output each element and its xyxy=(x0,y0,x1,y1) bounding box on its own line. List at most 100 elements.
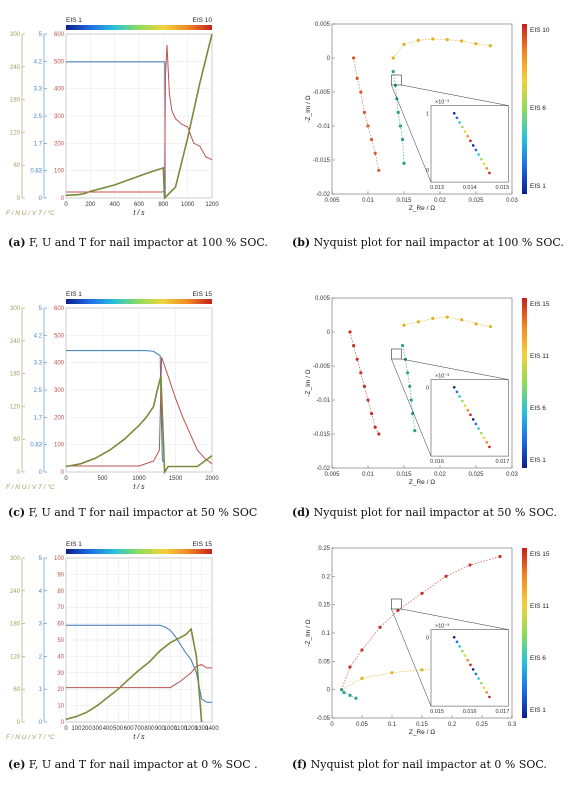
inset-data-point xyxy=(463,404,467,407)
x-tick-label: 200 xyxy=(82,726,93,732)
caption-label: (f) xyxy=(292,758,308,771)
data-point xyxy=(416,320,420,324)
t-tick-label: 600 xyxy=(54,306,65,312)
series-t-line xyxy=(66,357,213,467)
f-tick-label: 180 xyxy=(10,622,21,628)
data-point xyxy=(431,37,435,41)
x-tick-label: 0.015 xyxy=(396,198,412,204)
inset-x-tick-label: 0.015 xyxy=(430,709,444,715)
colorbar-end-label: EIS 15 xyxy=(192,291,212,298)
data-point xyxy=(373,151,377,155)
x-tick-label: 100 xyxy=(71,726,82,732)
series-f-line xyxy=(65,376,213,475)
inset-data-point xyxy=(458,645,461,648)
series-line xyxy=(341,689,357,699)
u-tick-label: 4.2 xyxy=(34,333,43,339)
series-line xyxy=(341,556,501,690)
colorbar xyxy=(66,549,212,554)
inset-data-point xyxy=(488,695,491,699)
chart-b: 0.005 0.01 0.015 0.02 0.025 0.030.0050-0.005-… xyxy=(305,22,550,212)
x-tick-label: 400 xyxy=(110,202,121,208)
f-tick-label: 60 xyxy=(13,163,20,169)
x-tick-label: 900 xyxy=(155,726,166,732)
y-tick-label: 0 xyxy=(327,330,331,336)
chart-c: EIS 1 EIS 150 500 1000 1500 20000100200300400… xyxy=(6,291,219,491)
y-axis-label: -Z_Im / Ω xyxy=(305,95,312,122)
t-tick-label: 0 xyxy=(61,470,65,476)
t-tick-label: 10 xyxy=(57,704,64,710)
series-line xyxy=(349,331,380,435)
x-tick-label: 600 xyxy=(124,726,135,732)
x-tick-label: 0.01 xyxy=(362,472,374,478)
f-tick-label: 120 xyxy=(10,130,21,136)
colorbar xyxy=(522,24,527,194)
x-tick-label: 1000 xyxy=(164,726,178,732)
colorbar-label: EIS 6 xyxy=(530,655,546,662)
x-tick-label: 0.01 xyxy=(362,198,374,204)
colorbar-label: EIS 11 xyxy=(530,353,549,360)
y-tick-label: 0.05 xyxy=(318,659,330,665)
zoom-connector xyxy=(391,358,432,457)
zoom-connector xyxy=(401,358,509,380)
inset-data-point xyxy=(488,445,491,449)
data-point xyxy=(354,696,358,700)
x-tick-label: 1200 xyxy=(184,726,198,732)
data-point xyxy=(373,425,377,429)
zoom-box xyxy=(391,598,402,610)
y-tick-label: 0.1 xyxy=(322,631,331,637)
y-tick-label: -0.05 xyxy=(316,716,330,722)
inset-data-point xyxy=(455,116,459,120)
panel-e: EIS 1 EIS 15 0 100 200 300 400 500 600 700 800 900 1… xyxy=(0,536,290,748)
x-tick-label: 0.03 xyxy=(506,198,518,204)
x-tick-label: 0.1 xyxy=(388,722,397,728)
y-tick-label: 0.25 xyxy=(318,546,330,552)
inset-data-point xyxy=(471,668,475,671)
inset-data-point xyxy=(463,654,467,657)
u-tick-label: 4.2 xyxy=(34,59,43,65)
caption-label: (d) xyxy=(292,506,311,519)
inset-y-tick-label: 0 xyxy=(426,636,429,642)
data-point xyxy=(408,384,412,388)
colorbar-label: EIS 10 xyxy=(530,27,550,34)
inset-data-point xyxy=(461,399,464,403)
f-tick-label: 120 xyxy=(10,654,21,660)
inset-data-point xyxy=(488,171,491,175)
x-tick-label: 1100 xyxy=(174,726,188,732)
inset-y-tick-label: 0 xyxy=(426,168,429,174)
x-tick-label: 0.025 xyxy=(468,472,484,478)
t-tick-label: 0 xyxy=(61,196,65,202)
x-tick-label: 500 xyxy=(97,476,108,482)
caption-text: F, U and T for nail impactor at 0 % SOC … xyxy=(28,758,258,771)
inset-x-tick-label: 0.017 xyxy=(496,459,510,465)
u-tick-label: 2.5 xyxy=(34,388,43,394)
zoom-connector xyxy=(391,608,432,707)
data-point xyxy=(362,384,366,388)
u-tick-label: 5 xyxy=(39,32,43,38)
inset-data-point xyxy=(477,677,480,680)
t-tick-label: 200 xyxy=(54,415,65,421)
caption-b: (b) Nyquist plot for nail impactor at 10… xyxy=(292,234,568,251)
inset-data-point xyxy=(482,162,486,166)
u-tick-label: 0.83 xyxy=(30,169,42,175)
data-point xyxy=(474,322,478,326)
y-axis-label: -Z_Im / Ω xyxy=(305,369,312,396)
x-tick-label: 1400 xyxy=(205,726,219,732)
u-tick-label: 3 xyxy=(39,622,43,628)
inset-data-point xyxy=(474,672,478,676)
colorbar-end-label: EIS 15 xyxy=(192,541,212,548)
inset-data-point xyxy=(485,167,489,170)
u-tick-label: 0 xyxy=(39,196,43,202)
colorbar-label: EIS 15 xyxy=(530,551,550,558)
inset-frame xyxy=(430,629,509,707)
caption-label: (e) xyxy=(8,758,26,771)
data-point xyxy=(402,323,406,327)
u-tick-label: 2 xyxy=(39,654,43,660)
y-tick-label: -0.005 xyxy=(313,364,331,370)
colorbar xyxy=(66,25,212,30)
x-axis-label: t / s xyxy=(133,734,145,741)
inset-x-tick-label: 0.016 xyxy=(430,459,444,465)
data-point xyxy=(445,315,449,319)
x-tick-label: 1300 xyxy=(195,726,209,732)
u-tick-label: 0.83 xyxy=(30,443,42,449)
inset-data-point xyxy=(458,121,461,124)
